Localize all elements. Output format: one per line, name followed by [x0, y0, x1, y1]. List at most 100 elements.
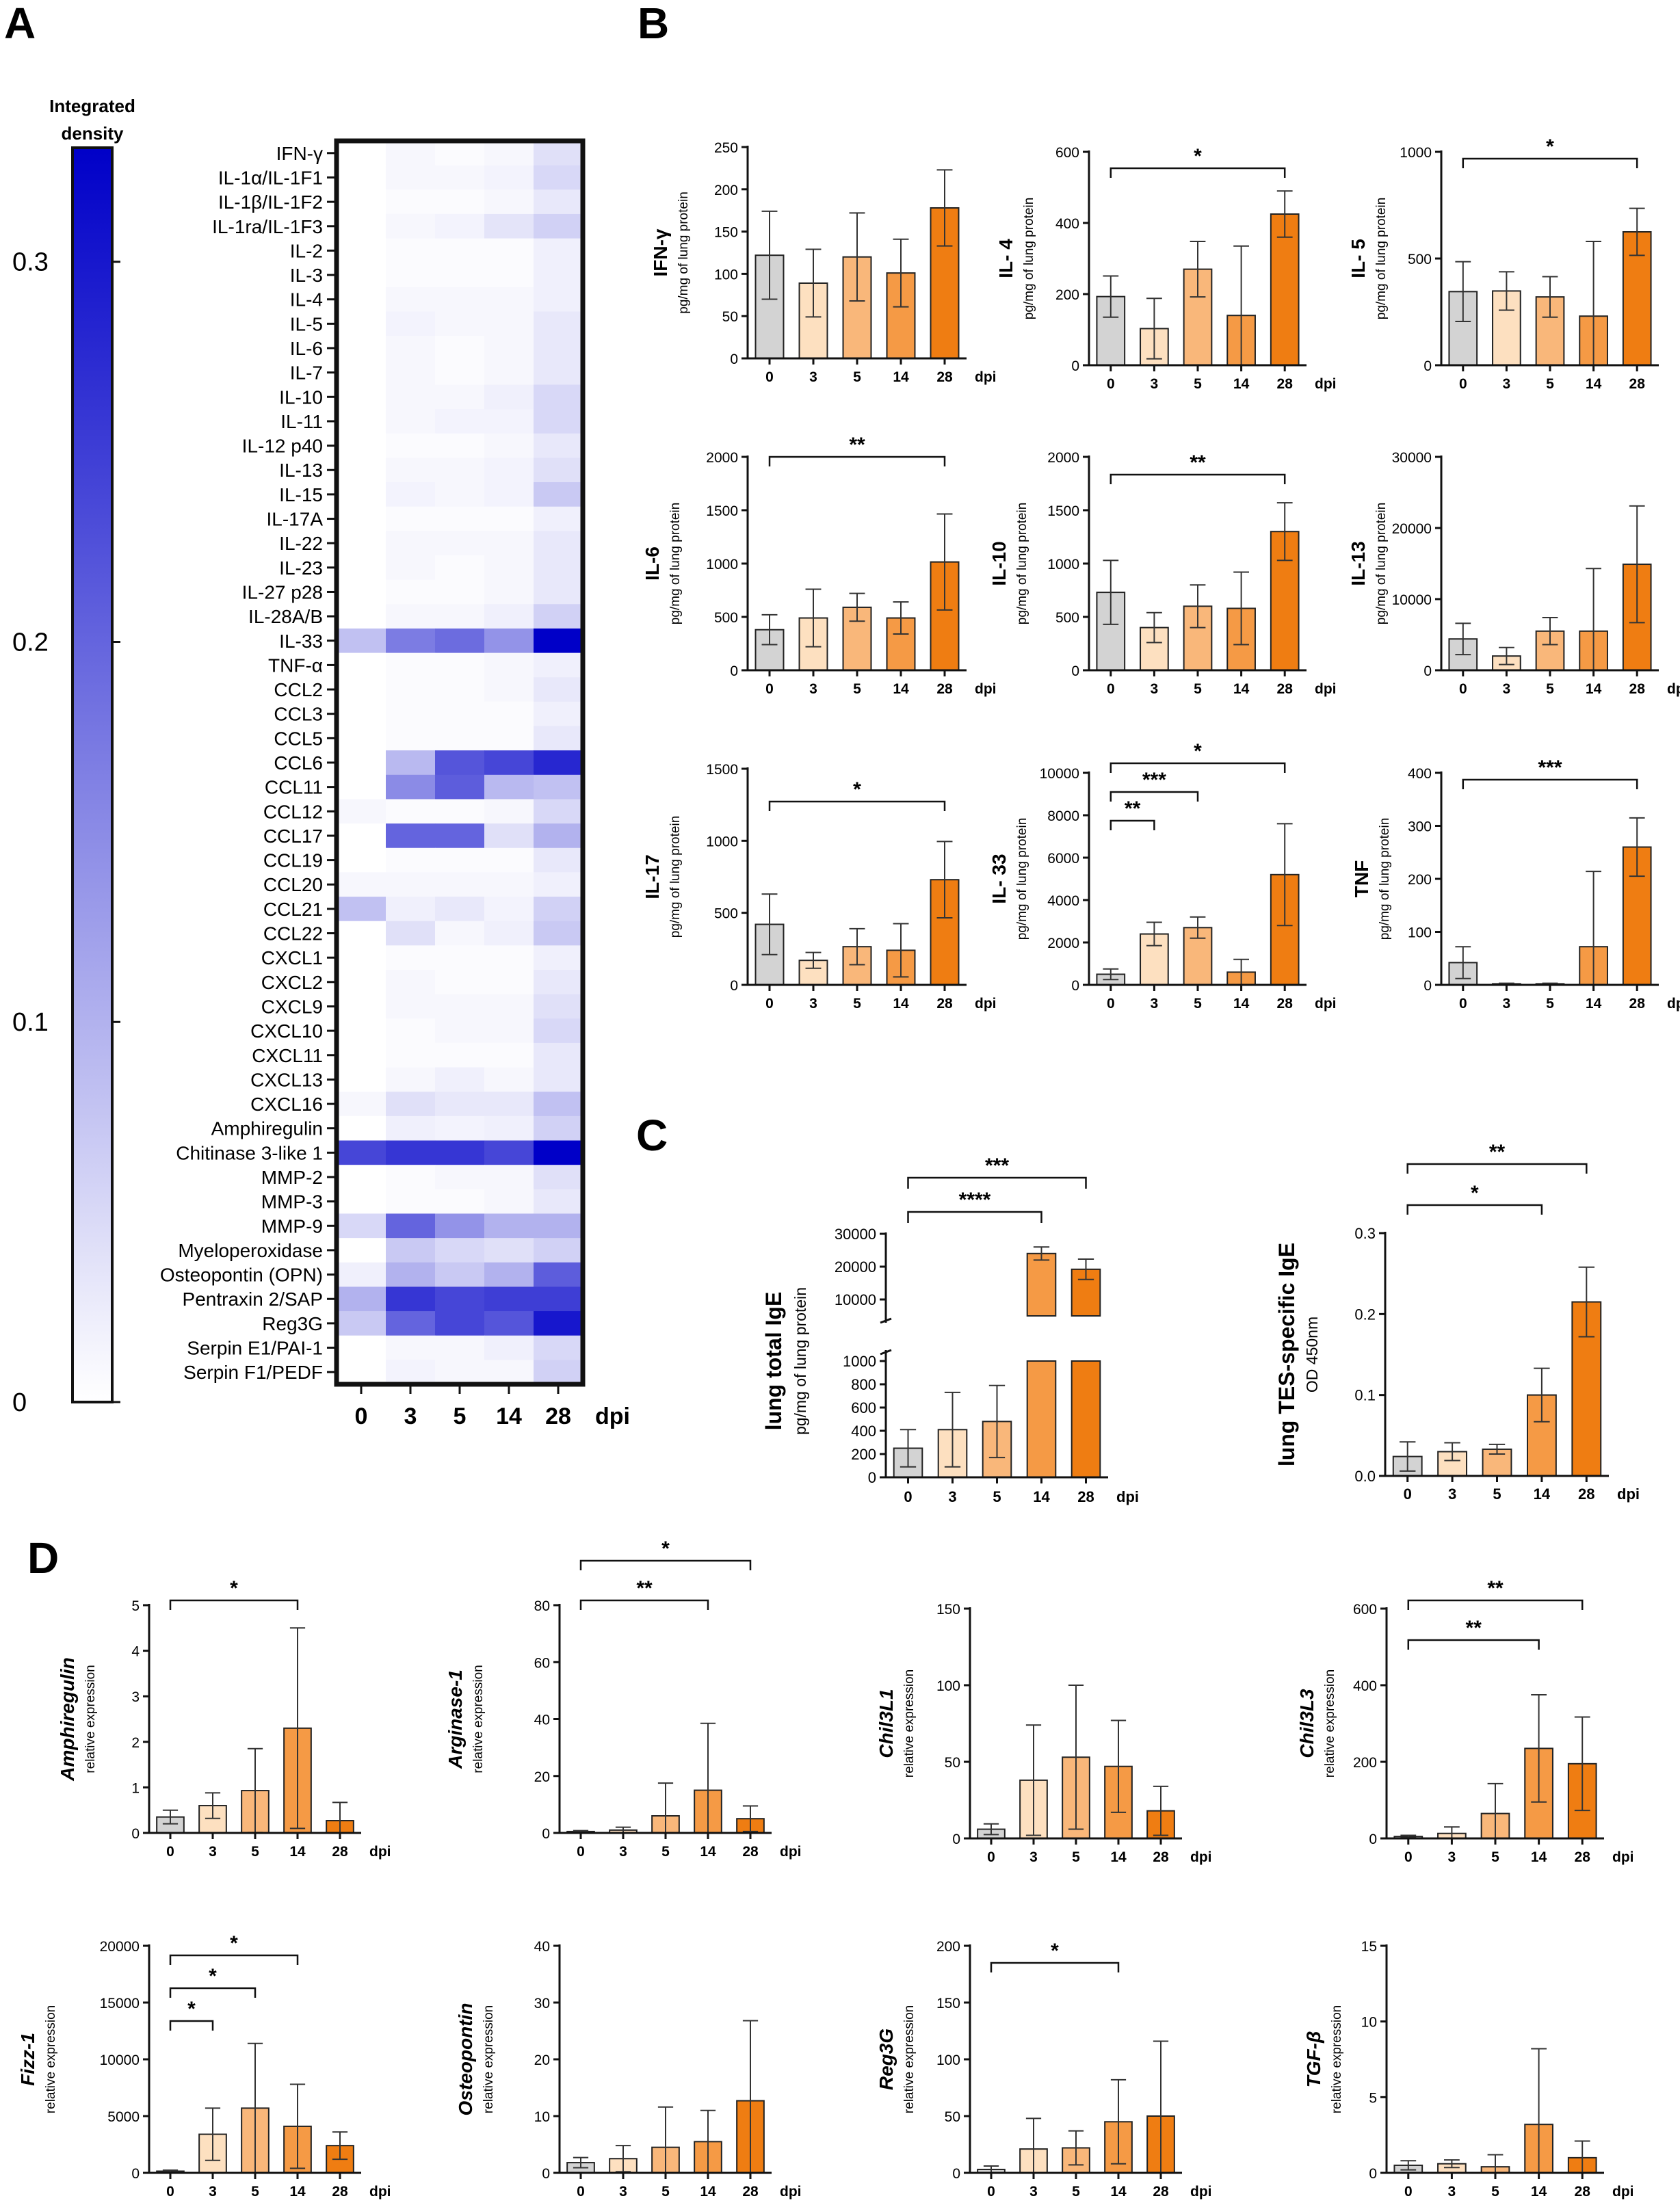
x-tick-label: 3: [619, 1844, 627, 1860]
heatmap-cell: [435, 1213, 485, 1239]
heatmap-cell: [386, 1286, 436, 1312]
heatmap-cell: [435, 1092, 485, 1117]
heatmap-cell: [386, 1335, 436, 1360]
y-tick-label: 100: [1408, 925, 1432, 941]
heatmap-row-label: CXCL13: [250, 1069, 323, 1090]
heatmap-row-label: IFN-γ: [276, 143, 323, 164]
heatmap-cell: [337, 311, 386, 336]
y-axis-unit: relative expression: [482, 2005, 496, 2113]
bar-chart-chil3l3: 0 3 5 14 28 dpi 0 200 400 600 Chil3L3 relative expr…: [1296, 1577, 1634, 1865]
heatmap-cell: [435, 238, 485, 263]
heatmap-cell: [534, 1238, 583, 1263]
heatmap-row-label: IL-3: [290, 265, 323, 286]
heatmap-cell: [435, 213, 485, 239]
bar-chart-arginase-1: 0 3 5 14 28 dpi 0 20 40 60 80 Arginase-1 relative ex…: [445, 1537, 802, 1860]
x-tick-label: 14: [1586, 681, 1602, 697]
heatmap-cell: [435, 311, 485, 336]
y-tick-label: 0: [131, 1826, 140, 1842]
heatmap-cell: [435, 897, 485, 922]
x-tick-label: 3: [948, 1488, 956, 1505]
heatmap-cell: [337, 945, 386, 971]
x-tick-label: 28: [742, 2184, 759, 2200]
y-tick-label: 0: [952, 2166, 960, 2182]
heatmap-cell: [435, 506, 485, 531]
heatmap-cell: [435, 677, 485, 702]
heatmap-row-label: IL-1ra/IL-1F3: [212, 216, 323, 237]
heatmap-row-label: IL-1α/IL-1F1: [218, 167, 323, 188]
heatmap-cell: [534, 213, 583, 239]
heatmap-row-label: IL-27 p28: [242, 581, 323, 603]
heatmap-cell: [534, 945, 583, 971]
heatmap-cell: [484, 506, 534, 531]
heatmap-xlabel: dpi: [595, 1403, 630, 1429]
heatmap-cell: [484, 1165, 534, 1190]
heatmap-cell: [484, 433, 534, 458]
heatmap-cell: [337, 482, 386, 507]
heatmap-cell: [435, 263, 485, 288]
y-tick-label: 5: [131, 1598, 140, 1614]
panel-label-a: A: [4, 0, 36, 48]
heatmap-cell: [337, 360, 386, 385]
heatmap-cell: [337, 531, 386, 556]
x-axis-label: dpi: [780, 2184, 802, 2200]
heatmap-cell: [386, 1042, 436, 1068]
heatmap-cell: [337, 165, 386, 190]
heatmap-cell: [484, 555, 534, 581]
significance-label: ***: [1142, 769, 1166, 791]
heatmap-cell: [534, 628, 583, 654]
y-axis-title: IL-10: [988, 541, 1010, 585]
y-axis-title: Chil3L3: [1296, 1689, 1317, 1758]
significance-bracket: [1110, 791, 1199, 802]
heatmap-cell: [534, 1067, 583, 1092]
heatmap-cell: [337, 994, 386, 1019]
heatmap-cell: [435, 921, 485, 946]
y-tick-label: 300: [1408, 819, 1432, 835]
x-tick-label: 28: [1575, 1849, 1591, 1865]
heatmap-cell: [534, 1262, 583, 1287]
x-tick-label: 14: [289, 1844, 306, 1860]
colorbar-tick-label: 0: [12, 1388, 27, 1417]
y-tick-label: 0.2: [1354, 1306, 1376, 1323]
heatmap-cell: [484, 799, 534, 824]
x-tick-label: 5: [1493, 1486, 1501, 1503]
heatmap-cell: [386, 311, 436, 336]
heatmap-cell: [386, 1140, 436, 1165]
heatmap-row-label: CXCL9: [261, 996, 323, 1017]
heatmap-cell: [534, 823, 583, 849]
heatmap-cell: [386, 1311, 436, 1336]
heatmap-cell: [337, 189, 386, 215]
heatmap-row-label: TNF-α: [268, 655, 323, 676]
significance-bracket: [768, 800, 946, 811]
x-tick-label: 3: [1151, 996, 1159, 1012]
heatmap-cell: [484, 628, 534, 654]
heatmap-cell: [435, 1286, 485, 1312]
heatmap-cell: [534, 750, 583, 776]
y-tick-label: 0.1: [1354, 1387, 1376, 1404]
heatmap-row-label: IL-13: [279, 460, 323, 481]
heatmap-cell: [484, 213, 534, 239]
heatmap-row-label: MMP-2: [261, 1167, 323, 1188]
x-axis-label: dpi: [1667, 996, 1680, 1012]
heatmap-row-label: CCL5: [274, 728, 323, 749]
x-tick-label: 0: [577, 2184, 585, 2200]
x-tick-label: 5: [251, 1844, 259, 1860]
y-axis-unit: pg/mg of lung protein: [668, 816, 683, 938]
heatmap-cell: [386, 1018, 436, 1044]
heatmap-cell: [534, 652, 583, 678]
heatmap-cell: [337, 1311, 386, 1336]
y-tick-label: 10000: [1040, 766, 1079, 782]
x-tick-label: 14: [1531, 1849, 1547, 1865]
heatmap-cell: [534, 1360, 583, 1385]
heatmap-row-label: IL-5: [290, 313, 323, 334]
significance-label: ***: [1538, 756, 1562, 779]
heatmap-cell: [435, 823, 485, 849]
y-tick-label: 0: [1423, 978, 1432, 994]
y-tick-label: 80: [534, 1598, 550, 1614]
y-tick-label: 20: [534, 2052, 550, 2068]
x-tick-label: 0: [577, 1844, 585, 1860]
x-tick-label: 3: [1448, 2184, 1456, 2200]
y-axis-unit: relative expression: [471, 1665, 486, 1773]
x-tick-label: 5: [1491, 2184, 1499, 2200]
y-axis-title: IL- 4: [995, 239, 1016, 278]
heatmap-cell: [337, 555, 386, 581]
